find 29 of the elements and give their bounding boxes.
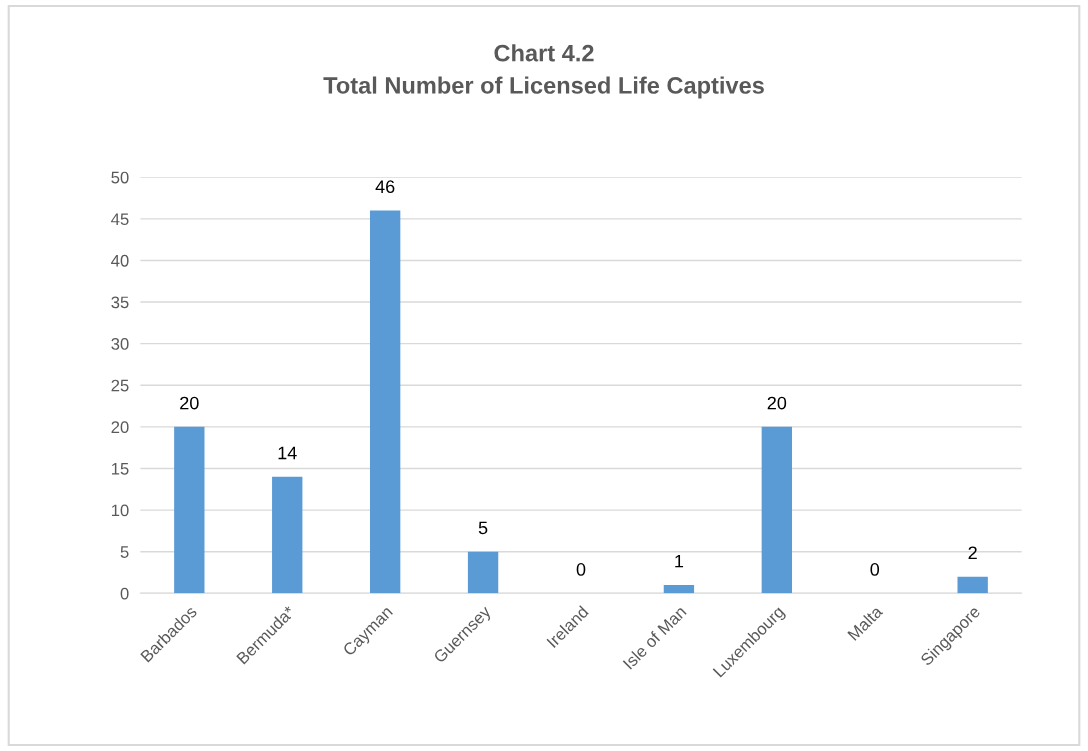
- x-tick-label: Isle of Man: [622, 605, 687, 670]
- chart-title: Chart 4.2 Total Number of Licensed Life Captives: [323, 44, 764, 99]
- data-label: 2: [968, 546, 977, 560]
- bar: [761, 426, 793, 594]
- data-label: 20: [180, 396, 199, 410]
- bar: [174, 426, 205, 594]
- data-label: 0: [870, 563, 880, 576]
- bar: [272, 476, 303, 594]
- data-label: 46: [375, 180, 395, 194]
- data-label: 14: [278, 446, 297, 460]
- y-tick-label: 20: [111, 421, 129, 434]
- y-tick-label: 0: [120, 587, 129, 600]
- y-tick-label: 15: [111, 463, 129, 475]
- y-tick-label: 40: [111, 254, 129, 267]
- bar: [467, 551, 499, 594]
- y-tick-label: 5: [120, 546, 129, 558]
- bar: [663, 584, 695, 594]
- data-label: 1: [675, 554, 684, 568]
- y-tick-label: 35: [111, 296, 129, 309]
- bar: [957, 576, 988, 594]
- y-tick-label: 10: [111, 504, 129, 517]
- bar: [369, 210, 401, 594]
- y-tick-label: 25: [111, 379, 129, 392]
- y-tick-label: 30: [111, 338, 129, 350]
- data-label: 0: [576, 563, 586, 576]
- data-label: 5: [478, 521, 488, 535]
- y-tick-label: 50: [111, 171, 129, 184]
- y-tick-label: 45: [111, 213, 129, 226]
- data-label: 20: [767, 396, 787, 410]
